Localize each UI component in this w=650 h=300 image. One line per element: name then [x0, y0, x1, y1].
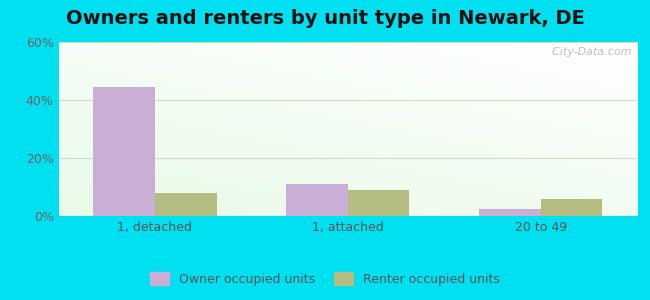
Text: Owners and renters by unit type in Newark, DE: Owners and renters by unit type in Newar… — [66, 9, 584, 28]
Bar — [286, 184, 348, 216]
Bar — [155, 193, 216, 216]
Bar — [93, 87, 155, 216]
Bar — [541, 199, 603, 216]
Legend: Owner occupied units, Renter occupied units: Owner occupied units, Renter occupied un… — [146, 267, 504, 291]
Text: City-Data.com: City-Data.com — [545, 47, 631, 57]
Bar — [348, 190, 410, 216]
Bar — [479, 209, 541, 216]
